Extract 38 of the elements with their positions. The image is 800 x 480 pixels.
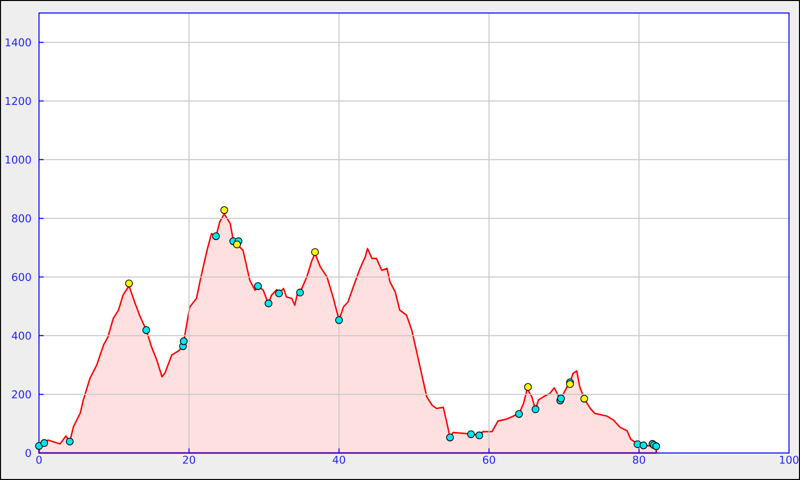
y-tick-label: 600: [12, 272, 31, 282]
y-tick-label: 400: [12, 332, 31, 340]
point: [446, 434, 454, 442]
point: [220, 206, 228, 214]
x-tick-label: 100: [780, 456, 798, 464]
y-tick-label: 800: [12, 214, 31, 222]
y-tick-label: 200: [12, 390, 31, 398]
point: [580, 394, 588, 403]
y-tick-label: 1400: [6, 38, 31, 46]
y-tick-label: 1200: [6, 96, 31, 106]
y-tick-label: 0: [26, 448, 31, 458]
point: [640, 442, 648, 450]
point: [311, 248, 319, 256]
x-tick-label: 60: [482, 456, 496, 464]
x-tick-label: 40: [332, 456, 346, 464]
point: [66, 438, 74, 446]
point: [125, 280, 133, 288]
y-tick-label: 1000: [6, 156, 31, 164]
point: [335, 316, 343, 324]
point: [142, 326, 150, 334]
point: [233, 240, 241, 248]
point: [467, 430, 475, 438]
point: [532, 405, 540, 414]
point: [40, 439, 48, 447]
point: [515, 410, 523, 418]
point: [264, 300, 272, 308]
x-tick-label: 80: [632, 456, 646, 464]
point: [254, 282, 262, 290]
point: [275, 290, 283, 298]
point: [652, 442, 660, 450]
point: [634, 440, 642, 448]
point: [296, 288, 304, 296]
point: [524, 383, 532, 391]
point: [180, 337, 188, 346]
point: [212, 232, 220, 240]
x-tick-label: 20: [182, 456, 196, 464]
x-tick-label: 0: [36, 456, 42, 464]
point: [475, 432, 484, 440]
